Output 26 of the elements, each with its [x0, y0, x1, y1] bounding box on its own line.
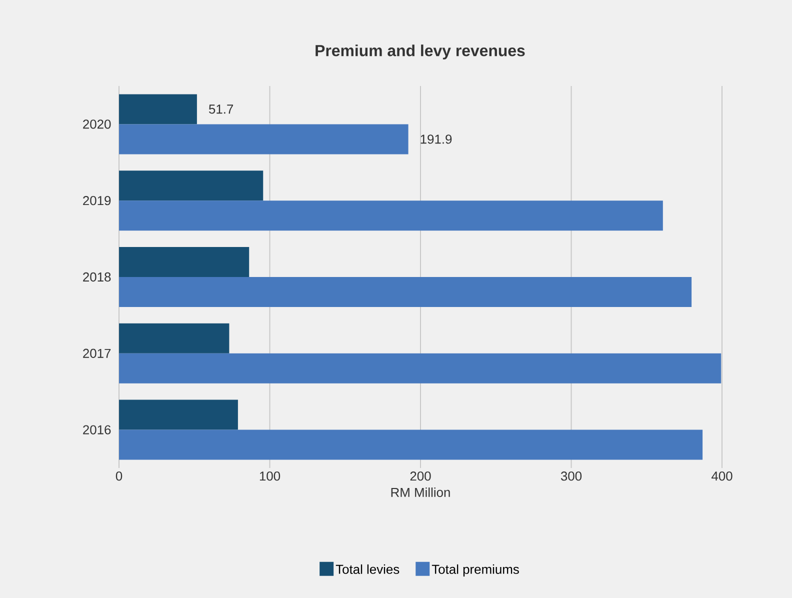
legend-label: Total levies [336, 564, 400, 574]
bar [119, 124, 408, 154]
bar [119, 170, 264, 201]
bar [119, 400, 238, 430]
chart-title: Premium and levy revenues [316, 44, 525, 60]
y-tick-label: 2018 [83, 272, 111, 282]
x-axis-title: RM Million [391, 488, 450, 498]
bar [119, 246, 250, 277]
x-tick-label: 200 [410, 472, 431, 481]
bar [119, 200, 663, 231]
y-tick-label: 2019 [83, 196, 111, 206]
y-tick-label: 2020 [83, 120, 111, 129]
bar [119, 276, 692, 307]
x-tick-label: 300 [560, 472, 582, 481]
data-label: 51.7 [208, 104, 234, 114]
y-tick-label: 2016 [83, 425, 111, 434]
bar [119, 430, 703, 460]
x-tick-label: 0 [116, 472, 122, 481]
bar [119, 353, 722, 384]
legend-label: Total premiums [432, 564, 519, 576]
bar [119, 94, 197, 124]
x-tick-label: 100 [260, 472, 280, 481]
bar [119, 323, 230, 354]
data-label: 191.9 [420, 134, 452, 144]
x-tick-label: 400 [712, 472, 732, 481]
y-tick-label: 2017 [83, 348, 111, 358]
